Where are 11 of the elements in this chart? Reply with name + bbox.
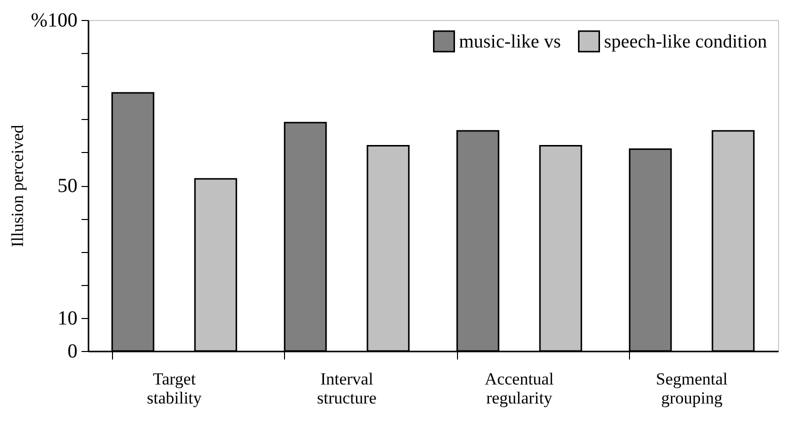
legend-label: music-like vs — [459, 31, 561, 52]
y-tick-label: 50 — [58, 175, 78, 197]
x-tick-label: Segmental grouping — [656, 370, 728, 408]
y-axis-title: Illusion perceived — [8, 124, 27, 248]
y-tick-label: %100 — [30, 10, 78, 32]
x-tick-label: Accentual regularity — [484, 370, 554, 408]
y-tick-label: 10 — [58, 307, 78, 330]
legend-label: speech-like condition — [604, 31, 768, 52]
x-tick-label: Interval structure — [317, 370, 376, 408]
y-tick-label: 0 — [68, 340, 78, 362]
x-tick-label: Target stability — [146, 370, 202, 408]
